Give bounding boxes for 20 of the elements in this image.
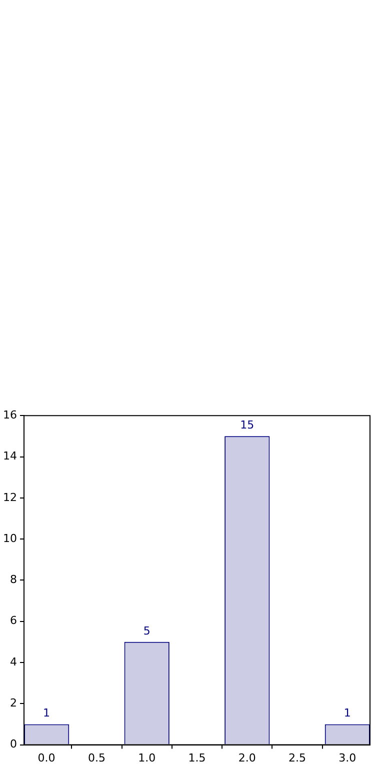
y-tick-label: 8	[10, 573, 17, 586]
x-tick-label: 2.5	[288, 751, 306, 764]
x-tick-label: 0.5	[88, 751, 106, 764]
data-label: 1	[344, 706, 351, 720]
y-tick-label: 0	[10, 738, 17, 751]
x-tick-label: 3.0	[338, 751, 356, 764]
y-tick-label: 14	[2, 450, 17, 463]
y-tick-label: 6	[10, 614, 17, 628]
y-tick-label: 16	[2, 408, 17, 422]
y-tick-label: 4	[10, 655, 17, 668]
y-tick-label: 2	[10, 696, 17, 710]
y-tick-label: 10	[2, 532, 17, 545]
data-label: 5	[143, 624, 150, 638]
data-label: 1	[43, 706, 50, 720]
data-label: 15	[240, 418, 254, 432]
x-tick-label: 1.5	[188, 751, 206, 764]
x-tick-label: 1.0	[138, 751, 156, 764]
x-tick-label: 0.0	[38, 751, 56, 764]
x-tick-label: 2.0	[238, 751, 256, 764]
y-tick-label: 12	[2, 490, 17, 504]
